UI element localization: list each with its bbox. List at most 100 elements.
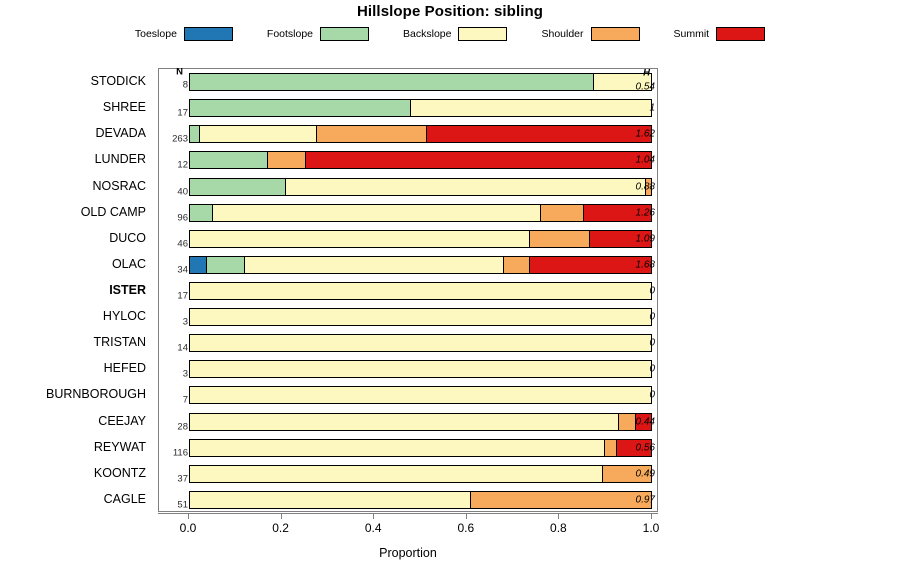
bar-segment-footslope — [205, 256, 245, 273]
bar-segment-summit — [634, 413, 651, 430]
bar-row — [189, 73, 652, 92]
n-column-header: N — [176, 66, 183, 78]
n-value: 263 — [172, 133, 188, 145]
bar-segment-backslope — [190, 309, 651, 326]
h-value: 0 — [649, 337, 655, 349]
bar-segment-shoulder — [645, 178, 651, 195]
bar-segment-backslope — [593, 74, 651, 91]
bar-segment-backslope — [190, 387, 651, 404]
n-value: 17 — [177, 107, 188, 119]
category-label: TRISTAN — [93, 335, 146, 350]
bar-segment-backslope — [190, 230, 529, 247]
n-value: 7 — [182, 394, 188, 406]
bar-row — [189, 438, 652, 457]
legend-item-shoulder: Shoulder — [541, 27, 673, 41]
page-title: Hillslope Position: sibling — [356, 3, 544, 20]
bar-segment-shoulder — [604, 439, 617, 456]
n-value: 116 — [172, 447, 188, 459]
category-label: BURNBOROUGH — [45, 387, 146, 402]
bar-segment-shoulder — [316, 126, 426, 143]
bar-segment-shoulder — [528, 230, 589, 247]
bar-segment-summit — [305, 152, 651, 169]
x-axis-label: Proportion — [379, 546, 437, 560]
h-value: 0.56 — [635, 442, 655, 454]
x-tick-label: 0.8 — [550, 521, 567, 535]
bar-segment-backslope — [190, 283, 651, 299]
category-label: STODICK — [90, 74, 146, 89]
category-label: CEEJAY — [98, 413, 146, 428]
h-value: 0.49 — [635, 468, 655, 480]
legend-swatch — [458, 27, 508, 41]
h-value: 0 — [649, 363, 655, 375]
x-tick — [280, 513, 282, 519]
bar-segment-footslope — [190, 126, 199, 143]
x-axis-line — [158, 513, 658, 514]
n-value: 12 — [177, 159, 188, 171]
legend-swatch — [320, 27, 370, 41]
category-label-column: STODICK SHREE DEVADA LUNDER NOSRAC OLD CAMP DU… — [0, 68, 154, 512]
bar-segment-backslope — [190, 465, 603, 482]
bar-segment-backslope — [284, 178, 645, 195]
h-column-header: H — [643, 67, 650, 79]
h-value: 1.26 — [635, 207, 655, 219]
h-value: 0.97 — [635, 494, 655, 506]
x-tick-label: 1.0 — [642, 521, 660, 535]
h-value: 1.09 — [635, 233, 655, 245]
h-value: 1.68 — [635, 259, 655, 271]
stacked-bars — [159, 69, 657, 511]
bar-row — [189, 177, 652, 196]
bar-segment-backslope — [244, 256, 504, 273]
bar-segment-shoulder — [470, 491, 651, 508]
plot-panel: N 8 17 263 12 40 96 46 34 17 3 14 3 7 28 116 37 51 H 0.54 1… — [158, 66, 658, 512]
bar-segment-backslope — [190, 413, 619, 430]
bar-segment-backslope — [190, 335, 651, 352]
bar-segment-footslope — [190, 100, 410, 117]
category-label: DEVADA — [95, 126, 146, 141]
n-value: 40 — [177, 186, 188, 198]
bar-row — [189, 99, 652, 118]
bar-row — [189, 334, 652, 353]
legend: Toeslope Footslope Backslope Shoulder Summit — [0, 27, 900, 41]
bar-row — [189, 490, 652, 509]
bar-segment-backslope — [198, 126, 317, 143]
bar-segment-backslope — [190, 439, 605, 456]
h-value: 0 — [649, 285, 655, 297]
bar-segment-backslope — [190, 361, 651, 378]
legend-label: Backslope — [403, 28, 452, 40]
h-value: 0 — [649, 389, 655, 401]
bar-row — [189, 412, 652, 431]
h-value: 0.44 — [635, 416, 655, 428]
bar-segment-footslope — [190, 204, 212, 221]
bar-segment-backslope — [211, 204, 541, 221]
bar-segment-summit — [616, 439, 651, 456]
bar-segment-summit — [528, 256, 651, 273]
bar-segment-backslope — [409, 100, 651, 117]
legend-item-toeslope: Toeslope — [135, 27, 267, 41]
n-value: 51 — [177, 499, 188, 511]
category-label: NOSRAC — [92, 178, 146, 193]
bar-segment-shoulder — [503, 256, 529, 273]
bar-row — [189, 229, 652, 248]
bar-segment-shoulder — [618, 413, 635, 430]
n-value: 3 — [182, 316, 188, 328]
h-column: H 0.54 1 1.62 1.04 0.88 1.26 1.09 1.68 0 0 0 0 0 0.44 0… — [621, 67, 657, 511]
x-tick — [373, 513, 375, 519]
legend-swatch — [590, 27, 640, 41]
h-value: 0 — [649, 311, 655, 323]
x-tick-label: 0.0 — [179, 521, 197, 535]
bar-segment-summit — [426, 126, 651, 143]
bar-row — [189, 255, 652, 274]
bar-segment-footslope — [190, 74, 594, 91]
bar-row — [189, 360, 652, 379]
x-tick — [188, 513, 189, 519]
n-value: 17 — [177, 290, 188, 302]
bar-segment-footslope — [190, 178, 285, 195]
h-value: 1.04 — [635, 154, 655, 166]
category-label: REYWAT — [93, 439, 146, 454]
h-value: 0.54 — [635, 81, 655, 93]
x-axis: 0.0 0.2 0.4 0.6 0.8 1.0 — [158, 513, 660, 553]
n-value: 8 — [182, 79, 188, 91]
dendrogram-panel — [700, 68, 896, 512]
category-label: ISTER — [109, 283, 146, 297]
bar-row — [189, 464, 652, 483]
